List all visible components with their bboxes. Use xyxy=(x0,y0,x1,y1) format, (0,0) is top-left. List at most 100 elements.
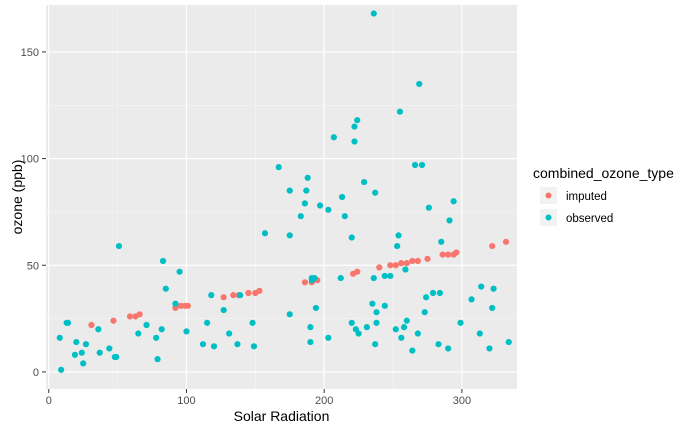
data-point-observed xyxy=(354,117,361,124)
x-tick-label: 100 xyxy=(177,395,195,407)
data-point-observed xyxy=(392,326,399,333)
data-point-observed xyxy=(96,349,103,356)
data-point-observed xyxy=(307,324,314,331)
data-point-observed xyxy=(348,319,355,326)
data-point-observed xyxy=(409,347,416,354)
data-point-observed xyxy=(445,345,452,352)
data-point-observed xyxy=(450,198,457,205)
data-point-imputed xyxy=(172,304,179,312)
legend-title: combined_ozone_type xyxy=(533,165,674,181)
data-point-observed xyxy=(423,294,430,301)
y-tick-label: 0 xyxy=(33,367,39,379)
data-point-observed xyxy=(162,285,169,292)
data-point-imputed xyxy=(220,294,227,301)
data-point-observed xyxy=(297,213,304,220)
data-point-observed xyxy=(411,161,419,169)
data-point-observed xyxy=(372,189,379,196)
data-point-observed xyxy=(425,204,432,211)
data-point-observed xyxy=(351,123,358,130)
data-point-observed xyxy=(351,138,358,145)
legend-label-observed: observed xyxy=(566,213,613,225)
data-point-observed xyxy=(80,360,87,367)
data-point-observed xyxy=(275,164,282,171)
data-point-observed xyxy=(73,338,80,346)
data-point-observed xyxy=(396,108,404,115)
minor-gridlines xyxy=(46,5,517,389)
data-point-observed xyxy=(457,319,464,326)
data-point-observed xyxy=(370,10,377,17)
data-point-observed xyxy=(421,309,428,316)
data-point-observed xyxy=(237,292,244,299)
data-point-observed xyxy=(71,351,79,358)
data-point-observed xyxy=(199,341,207,348)
data-point-observed xyxy=(489,304,496,312)
data-point-observed xyxy=(208,292,215,299)
data-point-observed xyxy=(370,274,377,282)
data-point-imputed xyxy=(398,260,405,267)
data-point-observed xyxy=(56,334,63,341)
data-point-observed xyxy=(363,324,370,331)
data-point-observed xyxy=(337,274,344,282)
data-point-observed xyxy=(153,334,160,341)
data-point-imputed xyxy=(489,242,496,250)
data-point-observed xyxy=(505,338,512,346)
data-point-observed xyxy=(436,289,443,297)
plot-panel xyxy=(46,5,517,389)
data-point-observed xyxy=(394,242,401,250)
data-point-observed xyxy=(373,319,380,326)
data-point-observed xyxy=(58,366,65,373)
data-point-observed xyxy=(204,319,211,326)
data-point-observed xyxy=(286,311,293,318)
data-point-observed xyxy=(115,242,123,250)
data-point-observed xyxy=(301,200,309,207)
data-point-imputed xyxy=(387,262,394,269)
legend: combined_ozone_type imputed observed xyxy=(533,165,674,226)
data-point-observed xyxy=(348,234,355,241)
data-point-imputed xyxy=(445,251,452,258)
data-point-observed xyxy=(234,341,241,348)
data-point-observed xyxy=(400,324,408,331)
data-point-observed xyxy=(414,330,421,337)
x-tick-label: 300 xyxy=(453,395,471,407)
data-point-imputed xyxy=(414,257,421,265)
data-point-observed xyxy=(172,300,179,307)
legend-marker-observed xyxy=(545,214,552,221)
data-point-observed xyxy=(429,289,437,297)
data-point-imputed xyxy=(502,238,510,245)
data-point-observed xyxy=(183,328,190,335)
x-tick-label: 200 xyxy=(315,395,333,407)
data-point-observed xyxy=(387,272,394,280)
data-point-observed xyxy=(490,285,497,292)
data-point-observed xyxy=(113,353,120,361)
y-axis: 0 50 100 150 xyxy=(21,47,46,379)
data-point-observed xyxy=(307,338,314,346)
data-point-observed xyxy=(95,326,102,333)
data-point-imputed xyxy=(88,321,95,329)
data-point-observed xyxy=(361,178,368,186)
legend-label-imputed: imputed xyxy=(566,191,607,203)
data-point-observed xyxy=(286,187,293,194)
data-points xyxy=(56,10,512,373)
data-point-observed xyxy=(78,349,85,356)
data-point-observed xyxy=(64,319,72,326)
data-point-observed xyxy=(325,206,332,213)
x-axis-title: Solar Radiation xyxy=(234,408,330,424)
data-point-imputed xyxy=(424,255,431,262)
x-axis: 0 100 200 300 xyxy=(46,389,471,407)
data-point-observed xyxy=(210,343,218,350)
data-point-observed xyxy=(446,217,453,224)
data-point-observed xyxy=(395,232,402,239)
data-point-observed xyxy=(143,321,150,329)
data-point-imputed xyxy=(245,289,252,297)
data-point-observed xyxy=(286,232,293,239)
data-point-observed xyxy=(312,304,320,312)
legend-marker-imputed xyxy=(545,192,552,199)
data-point-observed xyxy=(226,330,233,337)
data-point-imputed xyxy=(403,260,410,267)
data-point-observed xyxy=(82,341,90,348)
data-point-observed xyxy=(261,230,269,237)
data-point-observed xyxy=(311,274,318,282)
data-point-observed xyxy=(478,283,485,290)
data-point-observed xyxy=(158,326,165,333)
